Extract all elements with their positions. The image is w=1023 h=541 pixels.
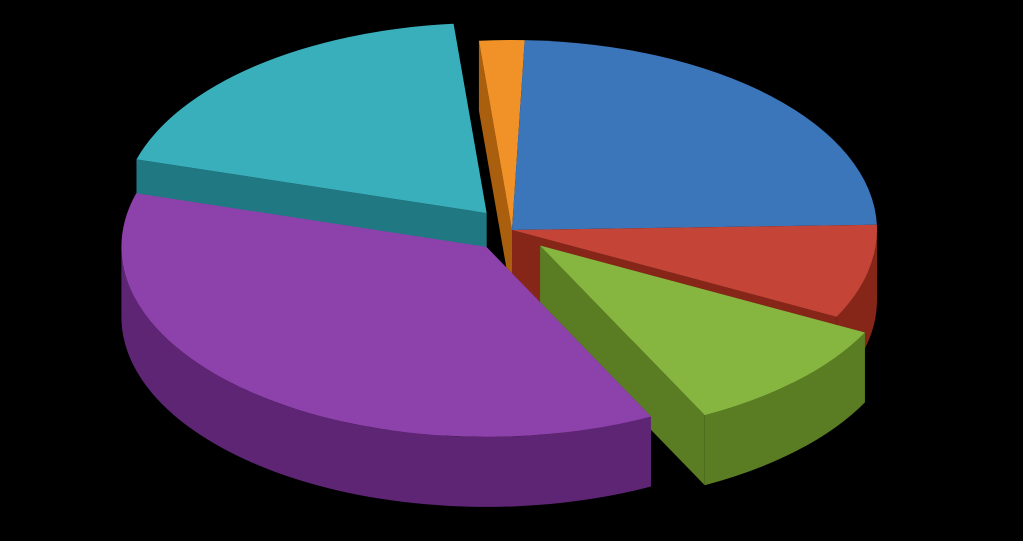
- pie-chart-3d: [0, 0, 1023, 541]
- pie-svg: [0, 0, 1023, 541]
